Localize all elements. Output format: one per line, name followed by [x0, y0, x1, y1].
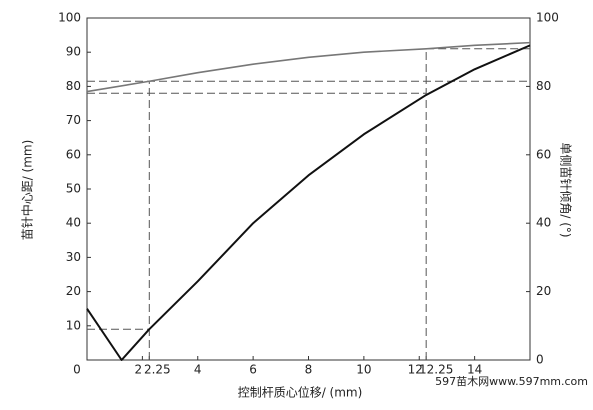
y2-tick-label: 40 — [536, 216, 551, 230]
x-tick-label: 12 — [408, 363, 423, 377]
series-line — [86, 44, 531, 361]
y2-tick-label: 0 — [536, 353, 544, 367]
y2-tick-label: 100 — [536, 11, 559, 25]
x-tick-label: 10 — [356, 363, 371, 377]
x-tick-label: 6 — [249, 363, 257, 377]
x-tick-label: 2.25 — [144, 363, 171, 377]
plot-frame — [86, 17, 531, 361]
y-tick-label: 30 — [66, 250, 81, 264]
y2-axis-label: 单侧苗针倾角/ (°) — [559, 142, 574, 237]
y2-tick-label: 20 — [536, 284, 551, 298]
x-axis-label: 控制杆质心位移/ (mm) — [238, 385, 363, 400]
y-axis-label: 苗针中心距/ (mm) — [20, 140, 35, 241]
y-tick-label: 80 — [66, 79, 81, 93]
y-tick-label: 70 — [66, 113, 81, 127]
x-tick-label: 14 — [467, 363, 482, 377]
y-tick-label: 10 — [66, 318, 81, 332]
x-tick-label: 8 — [305, 363, 313, 377]
y-tick-label: 20 — [66, 284, 81, 298]
x-tick-label: 12.25 — [419, 363, 453, 377]
y-tick-label: 50 — [66, 182, 81, 196]
y-tick-label: 90 — [66, 45, 81, 59]
y-tick-label: 60 — [66, 147, 81, 161]
x-tick-label: 2 — [135, 363, 143, 377]
y2-tick-label: 80 — [536, 79, 551, 93]
y2-tick-label: 60 — [536, 147, 551, 161]
y-tick-label: 40 — [66, 216, 81, 230]
x-tick-label: 4 — [194, 363, 202, 377]
y-tick-label: 100 — [58, 11, 81, 25]
watermark: 597苗木网www.597mm.com — [435, 375, 588, 388]
x-tick-label: 0 — [73, 363, 81, 377]
series-line — [86, 41, 531, 93]
